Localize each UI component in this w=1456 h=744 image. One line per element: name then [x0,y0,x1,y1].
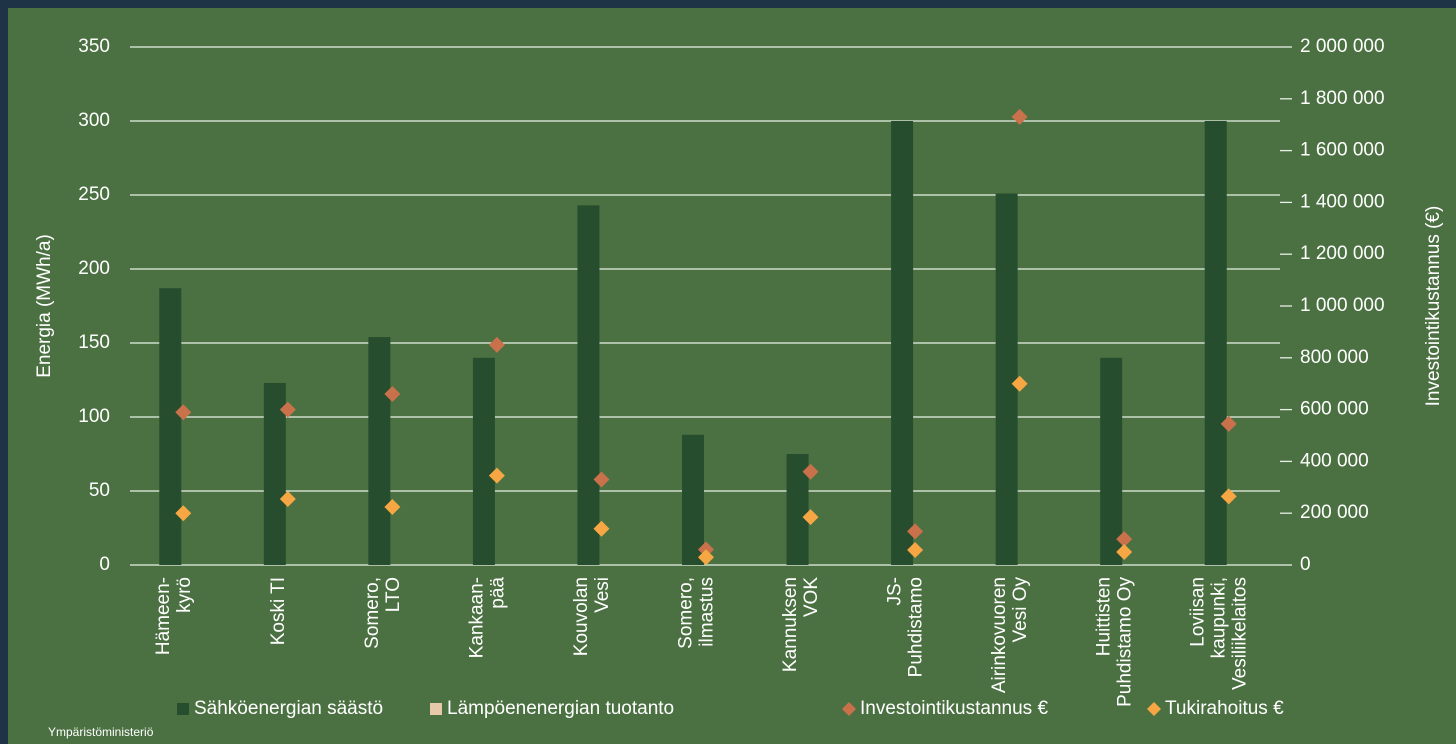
legend-swatch [430,703,442,715]
diamond-marker [907,541,924,558]
y-tick-label: 50 [89,480,110,501]
y-tick-label: 300 [78,110,110,131]
y2-tick-label: 400 000 [1300,450,1369,471]
diamond-marker [1220,415,1237,432]
y2-tick-label: 1 600 000 [1300,140,1385,161]
diamond-marker [802,509,819,526]
diamond-marker [384,498,401,515]
diamond-marker [698,549,714,566]
y-tick-label: 250 [78,184,110,205]
y2-axis-title: Investointikustannus (€) [1423,206,1444,407]
diamond-marker [1116,531,1133,548]
y-tick-label: 350 [78,36,110,57]
diamond-marker [1220,488,1237,505]
logo-text: Ympäristöministeriö [48,725,154,739]
legend-swatch [842,702,856,716]
y2-tick-label: 200 000 [1300,502,1369,523]
x-tick-label: AirinkovuorenVesi Oy [989,577,1031,694]
diamond-marker [175,404,192,421]
y2-tick-label: 800 000 [1300,347,1369,368]
x-tick-label: Loviisankaupunki,Vesiliikelaitos [1188,577,1251,690]
x-tick-label: KouvolanVesi [571,577,613,656]
diamond-marker [1011,375,1028,392]
bar [891,121,914,565]
diamond-marker [488,336,505,353]
diamond-marker [384,386,401,403]
diamond-marker [1116,544,1133,561]
diamond-marker [488,467,505,484]
diamond-marker [593,471,610,488]
bar [1204,121,1227,565]
legend-label: Investointikustannus € [860,698,1048,719]
x-tick-label: Koski TI [268,577,289,645]
y-tick-label: 0 [99,554,110,575]
diamond-marker [593,520,610,537]
legend-swatch [177,703,189,715]
y2-tick-label: 600 000 [1300,399,1369,420]
legend-label: Tukirahoitus € [1165,698,1284,719]
legend-swatch [1147,702,1161,716]
y2-tick-label: 0 [1300,554,1311,575]
bar [1100,357,1123,565]
bar [682,434,704,565]
x-tick-label: JS-Puhdistamo [885,577,927,677]
bar [263,382,286,565]
diamond-marker [907,523,924,540]
x-tick-label: Somero,LTO [362,577,404,649]
x-tick-label: Kankaan-pää [466,577,508,659]
diamond-marker [1011,108,1028,125]
y2-tick-label: 1 400 000 [1300,191,1385,212]
bar [786,454,809,565]
y2-tick-label: 1 200 000 [1300,243,1385,264]
bar [368,337,391,565]
x-tick-label: HuittistenPuhdistamo Oy [1094,577,1136,707]
legend-label: Lämpöenenergian tuotanto [447,698,674,719]
y-tick-label: 150 [78,332,110,353]
bar [995,193,1018,565]
legend-label: Sähköenergian säästö [194,698,383,719]
x-tick-label: Somero,ilmastus [676,577,718,649]
diamond-marker [802,463,819,480]
x-tick-label: Hämeen-kyrö [153,577,195,655]
diamond-marker [279,490,296,507]
diamond-marker [175,505,192,522]
bar [472,357,495,565]
bar [577,205,600,566]
y-tick-label: 100 [78,406,110,427]
diamond-marker [279,401,296,418]
bar [159,288,182,565]
y2-tick-label: 1 000 000 [1300,295,1385,316]
y-tick-label: 200 [78,258,110,279]
y2-tick-label: 1 800 000 [1300,88,1385,109]
x-tick-label: KannuksenVOK [780,577,822,672]
y-axis-title: Energia (MWh/a) [34,234,55,378]
y2-tick-label: 2 000 000 [1300,36,1385,57]
